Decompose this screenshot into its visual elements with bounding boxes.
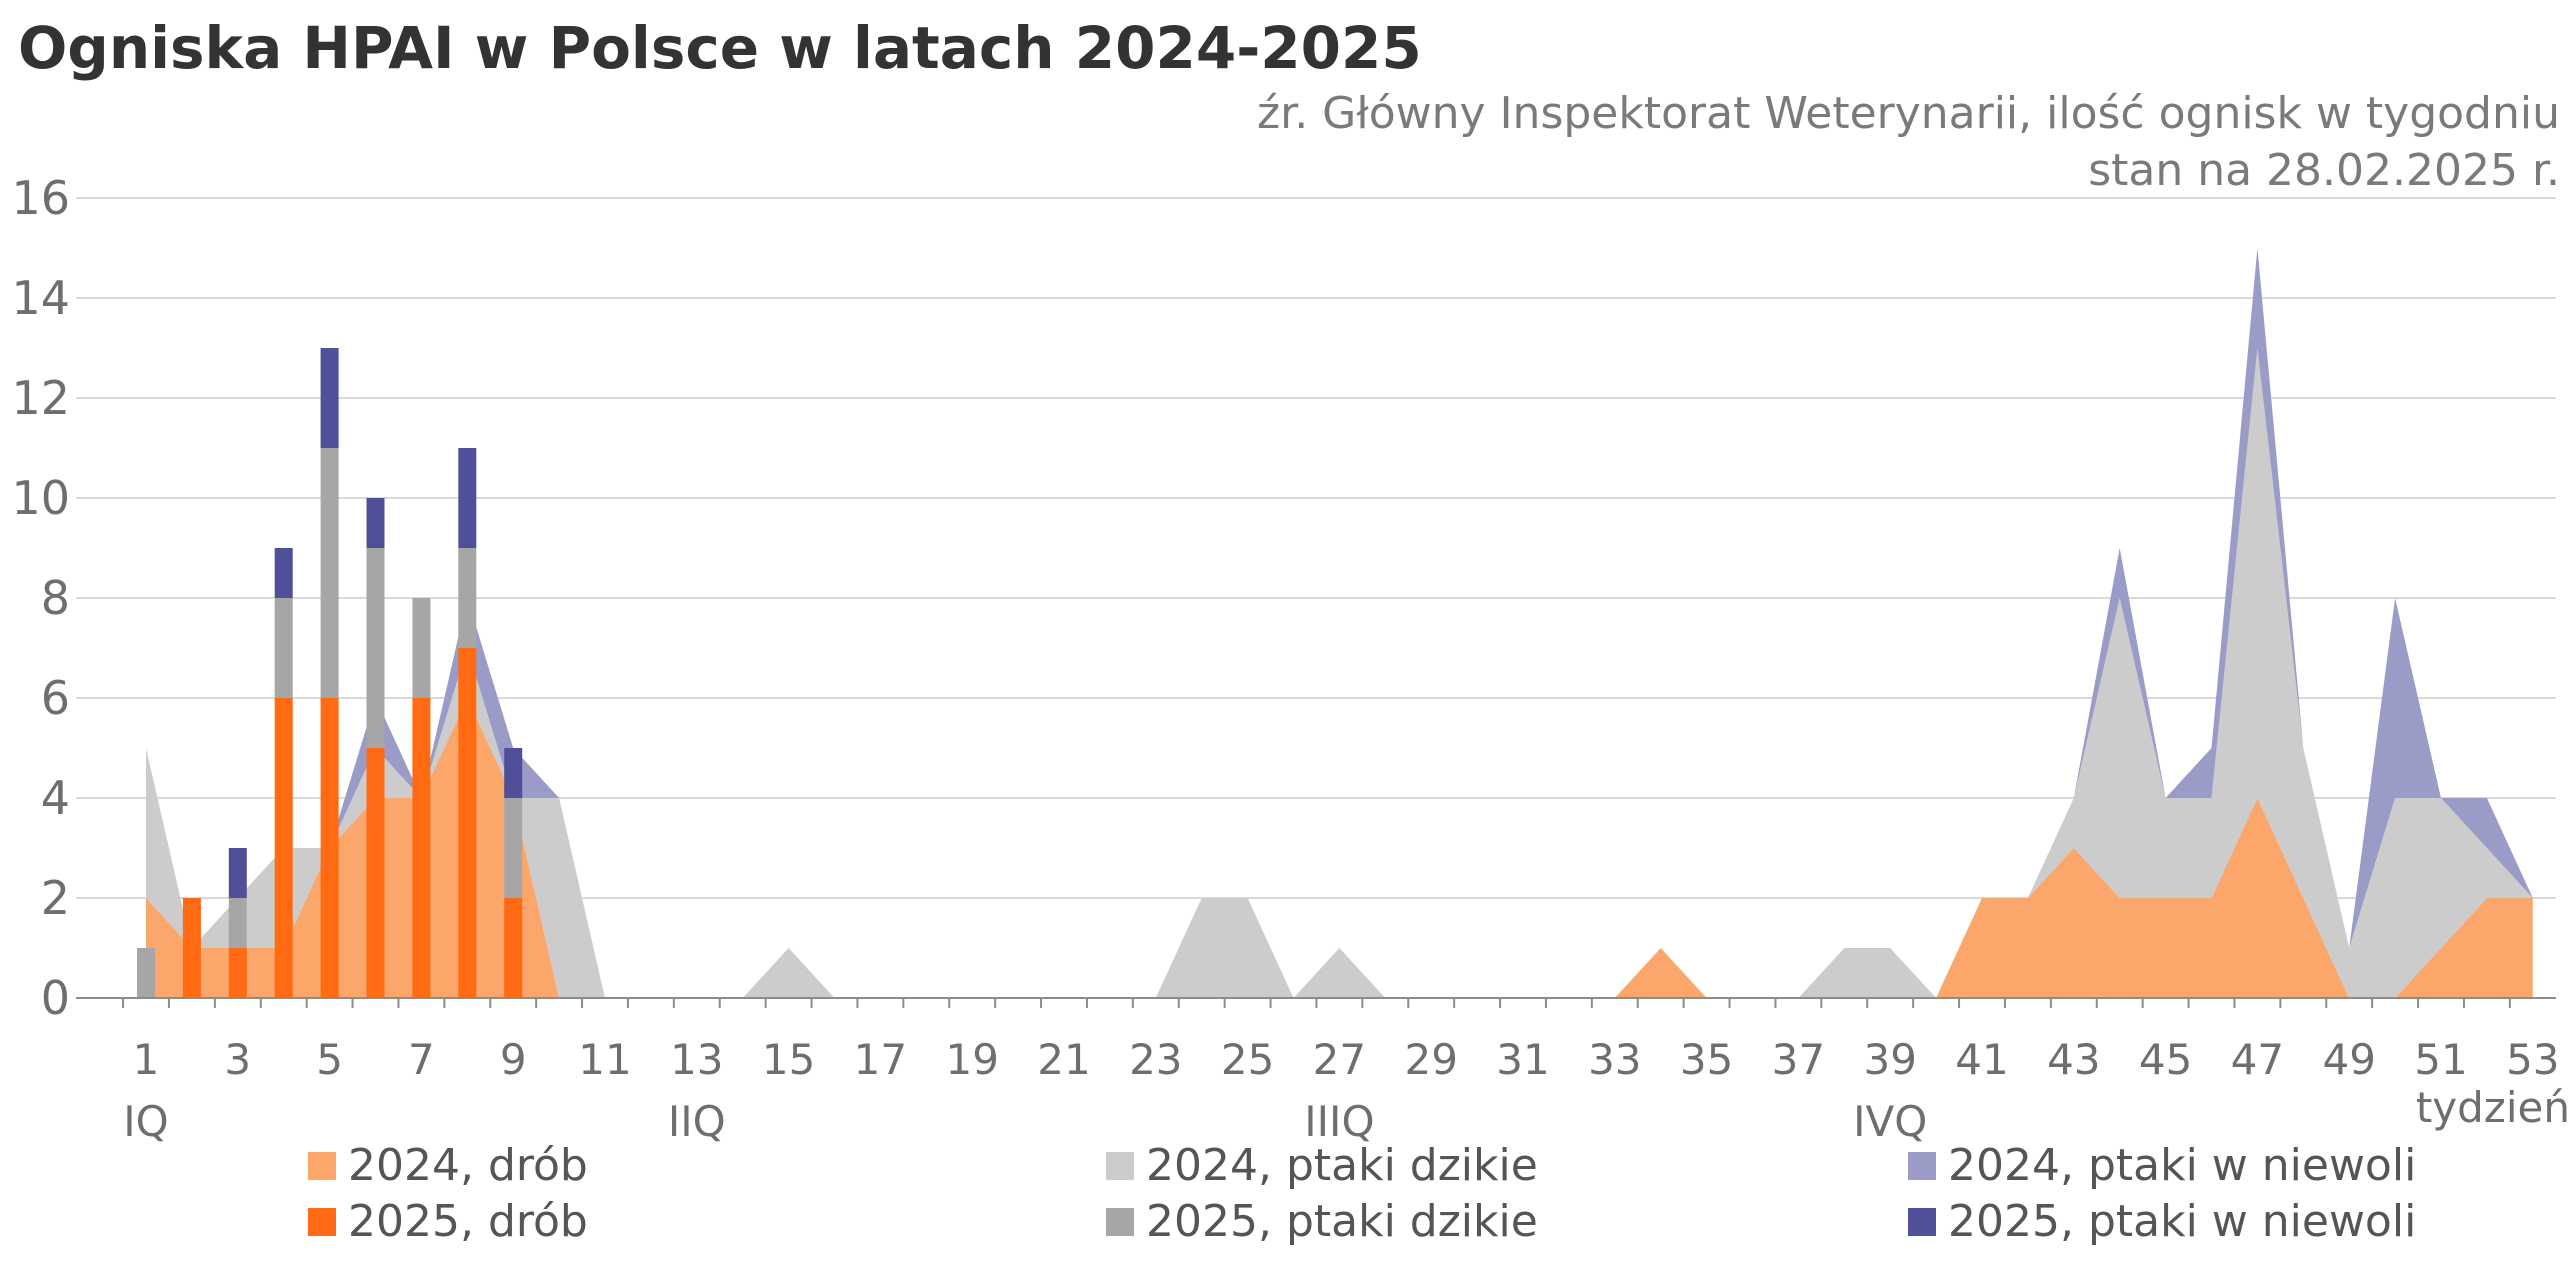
x-tick-label: 41: [1955, 1035, 2008, 1084]
y-tick-label: 4: [41, 771, 70, 825]
x-tick-label: 19: [945, 1035, 998, 1084]
bar-2025-wild: [504, 798, 523, 898]
x-tick-label: 5: [316, 1035, 343, 1084]
x-tick-label: 13: [670, 1035, 723, 1084]
bar-2025-poultry: [274, 698, 293, 998]
bar-layer: [137, 348, 523, 998]
x-tick-label: 15: [762, 1035, 815, 1084]
x-tick-label: 3: [224, 1035, 251, 1084]
quarter-label: IIQ: [668, 1097, 726, 1146]
x-tick-label: 39: [1863, 1035, 1916, 1084]
bar-2025-wild: [366, 548, 385, 748]
y-tick-label: 2: [41, 871, 70, 925]
x-tick-label: 47: [2231, 1035, 2284, 1084]
y-tick-label: 10: [11, 471, 70, 525]
y-tick-label: 6: [41, 671, 70, 725]
area-2024-poultry: [146, 698, 2533, 998]
bar-2025-wild: [274, 598, 293, 698]
x-tick-label: 33: [1588, 1035, 1641, 1084]
bar-2025-wild: [228, 898, 247, 948]
chart-title: Ogniska HPAI w Polsce w latach 2024-2025: [18, 14, 1422, 82]
quarter-label: IIIQ: [1304, 1097, 1374, 1146]
y-tick-label: 8: [41, 571, 70, 625]
bar-2025-captive: [228, 848, 247, 898]
x-tick-label: 31: [1496, 1035, 1549, 1084]
x-tick-label: 25: [1221, 1035, 1274, 1084]
bar-2025-poultry: [228, 948, 247, 998]
bar-2025-wild: [320, 448, 339, 698]
x-tick-label: 53: [2506, 1035, 2559, 1084]
x-tick-label: 11: [578, 1035, 631, 1084]
x-tick-label: 17: [854, 1035, 907, 1084]
y-tick-label: 14: [11, 271, 70, 325]
chart-source: źr. Główny Inspektorat Weterynarii, iloś…: [1257, 88, 2560, 139]
bar-2025-poultry: [458, 648, 477, 998]
y-tick-label: 0: [41, 971, 70, 1025]
quarter-label: IQ: [123, 1097, 168, 1146]
x-tick-label: 45: [2139, 1035, 2192, 1084]
bar-2025-poultry: [366, 748, 385, 998]
x-tick-label: 29: [1404, 1035, 1457, 1084]
x-tick-label: 9: [500, 1035, 527, 1084]
x-tick-label: 35: [1680, 1035, 1733, 1084]
x-tick-label: 7: [408, 1035, 435, 1084]
quarter-label: IVQ: [1853, 1097, 1927, 1146]
x-tick-label: 43: [2047, 1035, 2100, 1084]
bar-2025-captive: [320, 348, 339, 448]
bar-2025-captive: [274, 548, 293, 598]
bar-2025-wild: [137, 948, 155, 998]
bar-2025-poultry: [320, 698, 339, 998]
x-axis-label: tydzień: [2416, 1083, 2570, 1132]
bar-2025-poultry: [182, 898, 201, 998]
bar-2025-wild: [458, 548, 477, 648]
bar-2025-captive: [458, 448, 477, 548]
chart-date-note: stan na 28.02.2025 r.: [2088, 145, 2560, 196]
x-tick-label: 21: [1037, 1035, 1090, 1084]
x-tick-label: 51: [2414, 1035, 2467, 1084]
bar-2025-wild: [412, 598, 431, 698]
bar-2025-captive: [366, 498, 385, 548]
y-tick-label: 12: [11, 371, 70, 425]
x-tick-label: 27: [1313, 1035, 1366, 1084]
bar-2025-poultry: [412, 698, 431, 998]
x-tick-label: 1: [133, 1035, 160, 1084]
x-tick-label: 23: [1129, 1035, 1182, 1084]
x-tick-label: 37: [1772, 1035, 1825, 1084]
y-tick-label: 16: [11, 171, 70, 225]
bar-2025-captive: [504, 748, 523, 798]
x-tick-label: 49: [2322, 1035, 2375, 1084]
bar-2025-poultry: [504, 898, 523, 998]
area-layer: [146, 248, 2533, 998]
